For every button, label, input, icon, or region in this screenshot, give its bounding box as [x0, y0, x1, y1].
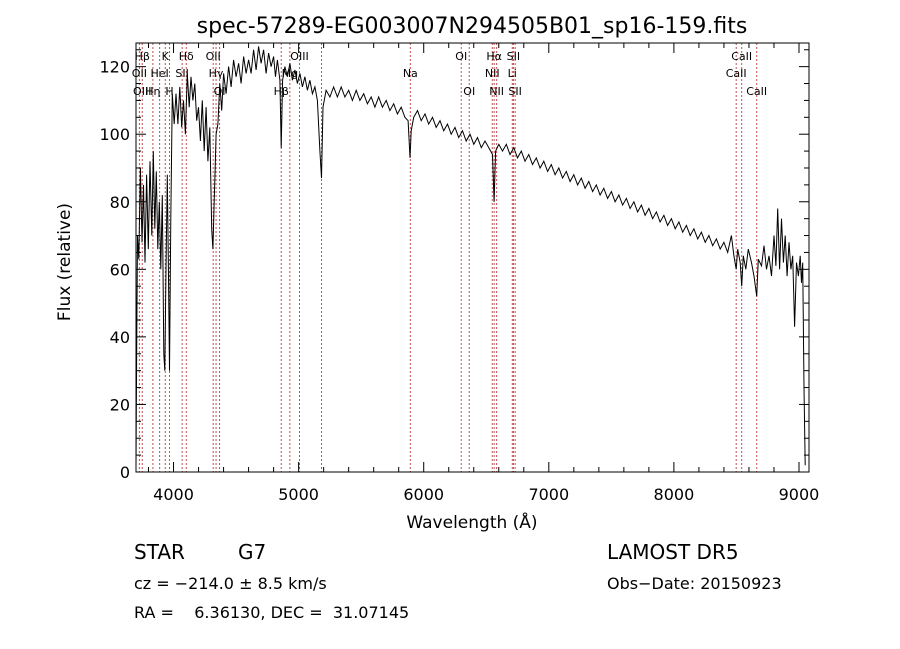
line-label: OIII — [290, 50, 308, 63]
line-label: Hη — [145, 85, 160, 98]
x-tick-label: 9000 — [779, 485, 820, 504]
object-class: STAR — [134, 540, 185, 564]
y-tick-label: 40 — [110, 328, 130, 347]
x-tick-label: 5000 — [278, 485, 319, 504]
x-axis-ticks: 4000 5000 6000 7000 8000 9000 — [148, 43, 820, 504]
chart-title: spec-57289-EG003007N294505B01_sp16-159.f… — [197, 14, 748, 39]
line-label: OI — [463, 85, 475, 98]
obs-date: Obs−Date: 20150923 — [607, 574, 782, 593]
line-label: OII — [206, 50, 221, 63]
y-tick-label: 60 — [110, 260, 130, 279]
line-label: OII — [132, 67, 147, 80]
survey-label: LAMOST DR5 — [607, 540, 739, 564]
line-label: Na — [403, 67, 418, 80]
line-label: H — [165, 85, 173, 98]
line-label: Hβ — [135, 50, 150, 63]
line-label: Hβ — [274, 85, 289, 98]
x-tick-label: 7000 — [528, 485, 569, 504]
spectrum-chart: spec-57289-EG003007N294505B01_sp16-159.f… — [55, 14, 820, 533]
line-label: OI — [455, 50, 467, 63]
line-label: Li — [508, 67, 517, 80]
line-label: CaII — [726, 67, 747, 80]
x-tick-label: 4000 — [153, 485, 194, 504]
y-tick-label: 120 — [99, 58, 130, 77]
y-tick-label: 20 — [110, 395, 130, 414]
y-axis-ticks: 0 20 40 60 80 100 120 — [99, 49, 809, 482]
cz-readout: cz = −214.0 ± 8.5 km/s — [134, 574, 327, 593]
line-label: Hα — [486, 50, 502, 63]
y-tick-label: 0 — [120, 463, 130, 482]
line-label: Hγ — [209, 67, 224, 80]
line-label: SII — [508, 85, 521, 98]
line-label: Hδ — [179, 50, 194, 63]
line-label: CaII — [746, 85, 767, 98]
object-subclass: G7 — [238, 540, 267, 564]
x-axis-label: Wavelength (Å) — [406, 511, 537, 533]
coordinates: RA = 6.36130, DEC = 31.07145 — [134, 603, 410, 622]
y-tick-label: 100 — [99, 125, 130, 144]
line-label: SII — [175, 67, 188, 80]
line-label: OIII — [133, 85, 151, 98]
x-tick-label: 8000 — [654, 485, 695, 504]
line-label: HeI — [150, 67, 168, 80]
y-axis-label: Flux (relative) — [55, 203, 75, 321]
y-tick-label: 80 — [110, 193, 130, 212]
line-label: K — [162, 50, 170, 63]
line-label: NII — [489, 85, 504, 98]
line-label: NII — [485, 67, 500, 80]
x-tick-label: 6000 — [403, 485, 444, 504]
plot-frame — [135, 42, 810, 473]
spectrum-line — [135, 46, 806, 466]
spectral-line-markers — [138, 43, 758, 472]
line-label: CaII — [731, 50, 752, 63]
line-label: SII — [507, 50, 520, 63]
